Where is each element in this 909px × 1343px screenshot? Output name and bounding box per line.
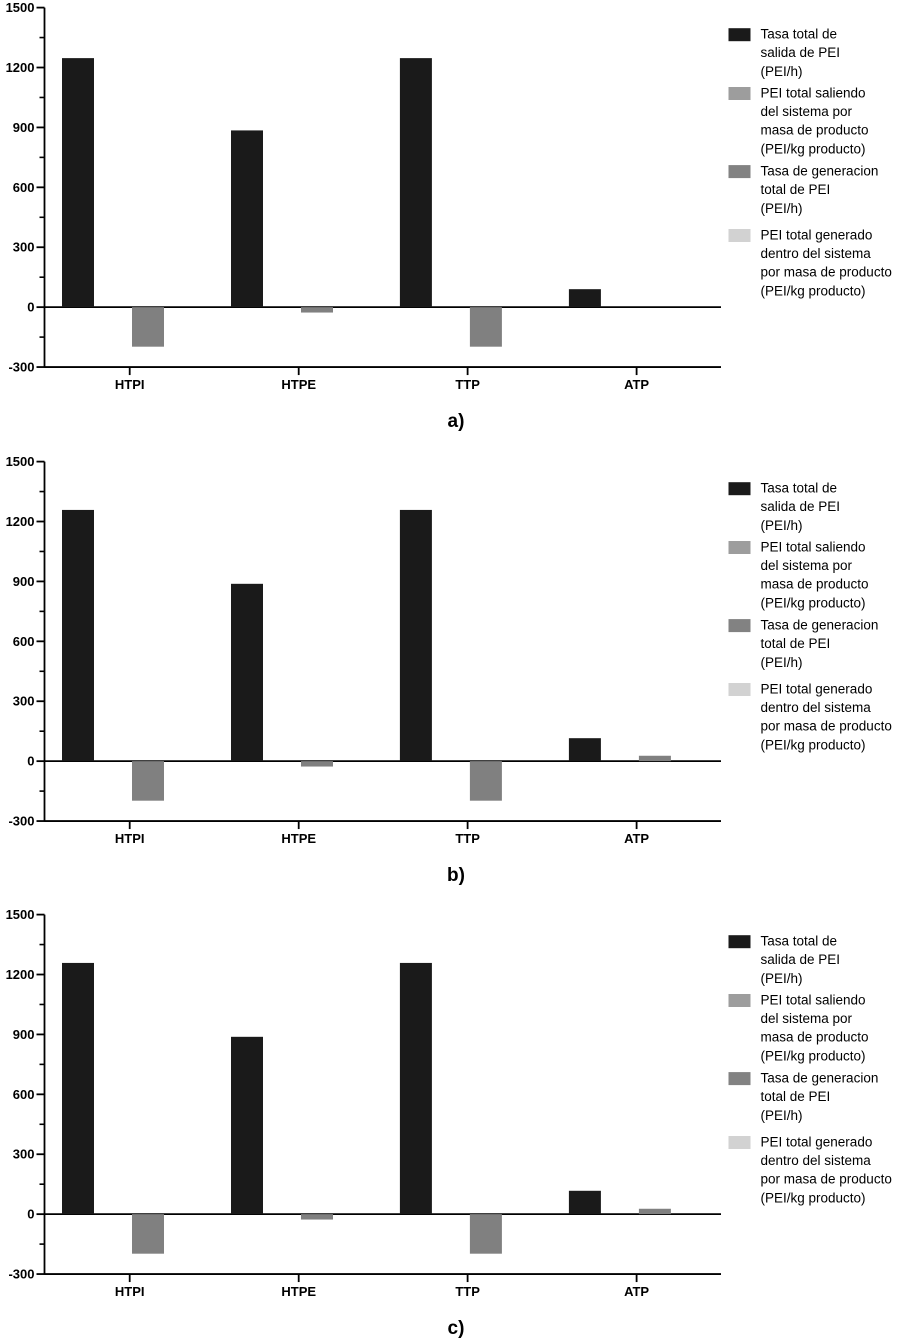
svg-text:Tasa de generacion: Tasa de generacion	[761, 163, 879, 178]
svg-text:(PEI/h): (PEI/h)	[761, 64, 803, 79]
svg-text:600: 600	[13, 634, 35, 649]
svg-text:TTP: TTP	[455, 831, 480, 846]
svg-text:(PEI/h): (PEI/h)	[761, 201, 803, 216]
svg-text:(PEI/kg producto): (PEI/kg producto)	[761, 283, 866, 298]
svg-text:salida de PEI: salida de PEI	[761, 45, 841, 60]
svg-text:600: 600	[13, 180, 35, 195]
svg-text:1200: 1200	[6, 60, 35, 75]
svg-text:300: 300	[13, 240, 35, 255]
svg-text:1500: 1500	[6, 907, 35, 922]
svg-text:(PEI/h): (PEI/h)	[761, 971, 803, 986]
svg-text:HTPE: HTPE	[281, 831, 316, 846]
svg-text:HTPE: HTPE	[281, 1284, 316, 1299]
svg-text:dentro del sistema: dentro del sistema	[761, 1153, 872, 1168]
svg-text:HTPE: HTPE	[281, 377, 316, 392]
svg-text:Tasa de generacion: Tasa de generacion	[761, 617, 879, 632]
svg-text:por masa de producto: por masa de producto	[761, 265, 892, 280]
svg-text:0: 0	[27, 1207, 34, 1222]
svg-text:dentro del sistema: dentro del sistema	[761, 246, 872, 261]
svg-text:ATP: ATP	[624, 377, 649, 392]
svg-text:0: 0	[27, 754, 34, 769]
svg-text:b): b)	[447, 865, 465, 886]
svg-text:Tasa total de: Tasa total de	[761, 481, 838, 496]
svg-text:salida de PEI: salida de PEI	[761, 499, 841, 514]
svg-text:-300: -300	[8, 1267, 34, 1282]
svg-text:TTP: TTP	[455, 1284, 480, 1299]
svg-text:dentro del sistema: dentro del sistema	[761, 700, 872, 715]
svg-text:total de PEI: total de PEI	[761, 636, 831, 651]
svg-text:por masa de producto: por masa de producto	[761, 719, 892, 734]
svg-text:-300: -300	[8, 360, 34, 375]
svg-text:1200: 1200	[6, 967, 35, 982]
svg-text:PEI total generado: PEI total generado	[761, 681, 873, 696]
svg-text:del sistema por: del sistema por	[761, 1011, 853, 1026]
svg-text:total de PEI: total de PEI	[761, 1089, 831, 1104]
svg-text:(PEI/kg producto): (PEI/kg producto)	[761, 1190, 866, 1205]
svg-text:(PEI/kg producto): (PEI/kg producto)	[761, 737, 866, 752]
svg-text:PEI total saliendo: PEI total saliendo	[761, 85, 866, 100]
svg-text:-300: -300	[8, 814, 34, 829]
svg-text:(PEI/kg producto): (PEI/kg producto)	[761, 595, 866, 610]
svg-text:(PEI/kg producto): (PEI/kg producto)	[761, 1048, 866, 1063]
svg-text:(PEI/h): (PEI/h)	[761, 655, 803, 670]
svg-text:1500: 1500	[6, 454, 35, 469]
svg-text:900: 900	[13, 574, 35, 589]
svg-text:TTP: TTP	[455, 377, 480, 392]
svg-text:Tasa de generacion: Tasa de generacion	[761, 1070, 879, 1085]
svg-text:300: 300	[13, 694, 35, 709]
svg-text:PEI total saliendo: PEI total saliendo	[761, 992, 866, 1007]
svg-text:PEI total generado: PEI total generado	[761, 227, 873, 242]
svg-text:HTPI: HTPI	[115, 377, 145, 392]
svg-text:HTPI: HTPI	[115, 831, 145, 846]
svg-text:ATP: ATP	[624, 831, 649, 846]
svg-text:c): c)	[448, 1318, 465, 1339]
svg-text:Tasa total de: Tasa total de	[761, 934, 838, 949]
svg-text:Tasa total de: Tasa total de	[761, 27, 838, 42]
svg-text:PEI total generado: PEI total generado	[761, 1134, 873, 1149]
svg-text:1500: 1500	[6, 0, 35, 15]
svg-text:masa de producto: masa de producto	[761, 1030, 869, 1045]
svg-text:del sistema por: del sistema por	[761, 104, 853, 119]
svg-text:300: 300	[13, 1147, 35, 1162]
svg-text:ATP: ATP	[624, 1284, 649, 1299]
svg-text:600: 600	[13, 1087, 35, 1102]
svg-text:(PEI/h): (PEI/h)	[761, 518, 803, 533]
svg-text:por masa de producto: por masa de producto	[761, 1172, 892, 1187]
svg-text:PEI total saliendo: PEI total saliendo	[761, 539, 866, 554]
svg-text:900: 900	[13, 1027, 35, 1042]
svg-text:HTPI: HTPI	[115, 1284, 145, 1299]
svg-text:0: 0	[27, 300, 34, 315]
svg-text:(PEI/kg producto): (PEI/kg producto)	[761, 141, 866, 156]
svg-text:(PEI/h): (PEI/h)	[761, 1108, 803, 1123]
svg-text:del sistema por: del sistema por	[761, 558, 853, 573]
svg-text:total de PEI: total de PEI	[761, 182, 831, 197]
svg-text:900: 900	[13, 120, 35, 135]
svg-text:a): a)	[448, 411, 465, 432]
svg-text:salida de PEI: salida de PEI	[761, 952, 841, 967]
svg-text:1200: 1200	[6, 514, 35, 529]
svg-text:masa de producto: masa de producto	[761, 577, 869, 592]
svg-text:masa de producto: masa de producto	[761, 123, 869, 138]
